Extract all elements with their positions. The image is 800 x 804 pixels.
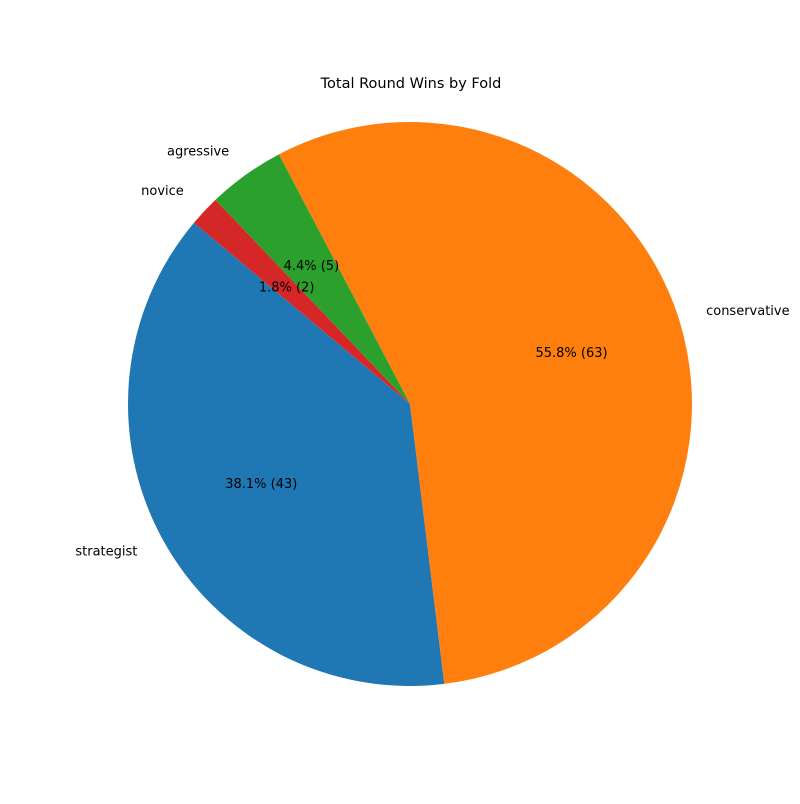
- slice-label-conservative: conservative: [706, 304, 790, 319]
- slice-label-novice: novice: [141, 184, 184, 199]
- pie-slices: [128, 122, 692, 686]
- percent-label-conservative: 55.8% (63): [535, 346, 607, 361]
- pie-slice-conservative: [278, 122, 692, 684]
- slice-label-agressive: agressive: [167, 144, 229, 159]
- percent-label-agressive: 4.4% (5): [284, 259, 340, 274]
- percent-label-strategist: 38.1% (43): [225, 477, 297, 492]
- pie-slice-agressive: [215, 154, 410, 404]
- slice-label-strategist: strategist: [75, 544, 137, 559]
- pie-slice-novice: [193, 199, 410, 404]
- pie-labels: strategist 38.1% (43) conservative 55.8% (6…: [75, 144, 789, 559]
- percent-label-novice: 1.8% (2): [259, 281, 315, 296]
- pie-slice-strategist: [128, 222, 445, 686]
- chart-title: Total Round Wins by Fold: [320, 76, 502, 92]
